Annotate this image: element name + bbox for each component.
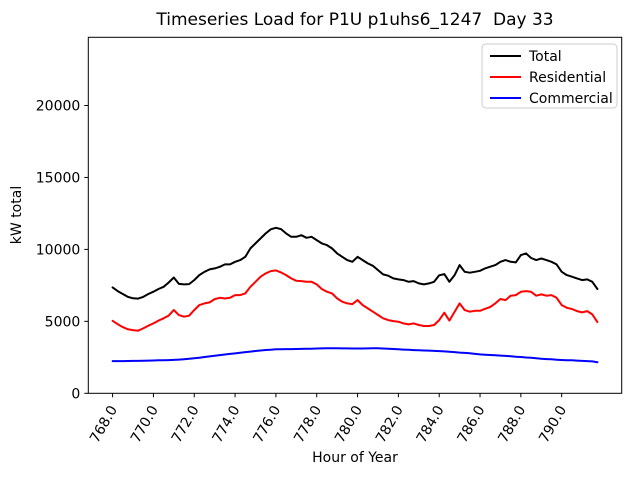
- y-tick-label: 0: [71, 386, 80, 402]
- legend-label-total: Total: [528, 49, 562, 65]
- series-line-commercial: [111, 347, 599, 364]
- legend-label-residential: Residential: [529, 70, 606, 86]
- x-tick-label: 770.0: [128, 403, 162, 446]
- x-tick-label: 784.0: [414, 403, 448, 446]
- x-tick-label: 780.0: [332, 403, 366, 446]
- y-tick-label: 5000: [45, 314, 81, 330]
- x-tick-label: 774.0: [210, 403, 244, 446]
- x-tick-label: 782.0: [373, 403, 407, 446]
- x-tick-label: 786.0: [455, 403, 489, 446]
- y-tick-label: 20000: [36, 99, 81, 115]
- x-tick-label: 776.0: [250, 403, 284, 446]
- x-axis-label: Hour of Year: [312, 450, 398, 466]
- legend: Total Residential Commercial: [481, 43, 618, 109]
- plot-area: 0 5000 10000 15000 20000 768.0 770.0 772.0 774.0…: [36, 36, 623, 446]
- legend-box: [481, 43, 618, 109]
- series-line-residential: [111, 269, 599, 332]
- chart-title: Timeseries Load for P1U p1uhs6_1247 Day …: [155, 10, 553, 30]
- x-tick-label: 790.0: [536, 403, 570, 446]
- axes-frame: [87, 36, 623, 394]
- x-tick-label: 788.0: [495, 403, 529, 446]
- y-tick-label: 10000: [36, 242, 81, 258]
- y-tick-label: 15000: [36, 170, 81, 186]
- x-tick-label: 778.0: [291, 403, 325, 446]
- x-tick-label: 768.0: [87, 403, 121, 446]
- series-line-total: [111, 226, 599, 300]
- x-tick-label: 772.0: [169, 403, 203, 446]
- legend-label-commercial: Commercial: [529, 91, 613, 107]
- y-axis-label: kW total: [9, 186, 25, 244]
